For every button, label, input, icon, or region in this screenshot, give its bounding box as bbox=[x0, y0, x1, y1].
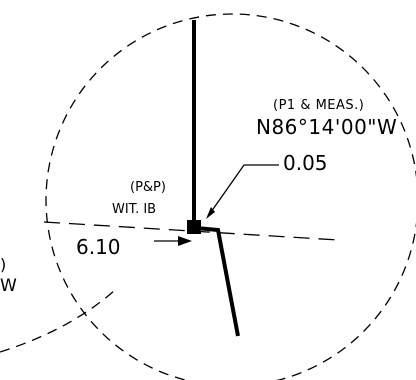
offset-distance-label: 0.05 bbox=[283, 151, 328, 175]
source-label-top: (P1 & MEAS.) bbox=[273, 98, 364, 113]
tie-arrowhead-icon bbox=[178, 236, 192, 246]
lower-property-line bbox=[195, 226, 240, 337]
detail-circle bbox=[45, 13, 416, 380]
offset-arrowhead-icon bbox=[206, 207, 215, 219]
tie-distance-label: 6.10 bbox=[76, 235, 121, 259]
partial-label-upper: ) bbox=[0, 255, 6, 274]
monument-source-label: (P&P) bbox=[130, 180, 166, 195]
adjacent-detail-arc bbox=[0, 289, 116, 353]
offset-leader-line bbox=[210, 164, 279, 213]
bearing-label: N86°14'00"W bbox=[256, 115, 397, 139]
monument-marker-icon bbox=[187, 220, 201, 234]
monument-description-label: WIT. IB bbox=[112, 202, 156, 217]
partial-label-lower: W bbox=[0, 276, 17, 296]
